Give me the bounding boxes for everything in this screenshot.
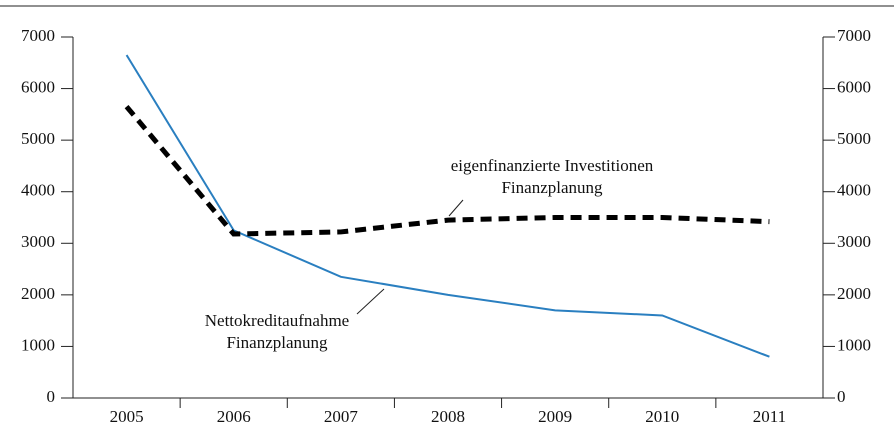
y2-tick-label: 1000 [837, 335, 871, 354]
y-tick-label: 6000 [21, 77, 55, 96]
x-tick-label: 2011 [753, 407, 786, 426]
y-tick-label: 4000 [21, 181, 55, 200]
annotation: eigenfinanzierte Investitionen [451, 156, 654, 175]
y2-tick-label: 4000 [837, 181, 871, 200]
y2-tick-label: 0 [837, 387, 846, 406]
y-tick-label: 0 [47, 387, 56, 406]
x-tick-label: 2005 [110, 407, 144, 426]
series-line [124, 105, 770, 237]
y2-tick-label: 2000 [837, 284, 871, 303]
y-tick-label: 1000 [21, 335, 55, 354]
x-tick-label: 2009 [538, 407, 572, 426]
y-tick-label: 2000 [21, 284, 55, 303]
x-tick-label: 2010 [645, 407, 679, 426]
leader-line [356, 288, 385, 315]
annotation: Finanzplanung [501, 178, 603, 197]
y2-tick-label: 6000 [837, 77, 871, 96]
x-tick-label: 2008 [431, 407, 465, 426]
y-tick-label: 3000 [21, 232, 55, 251]
x-tick-label: 2006 [217, 407, 251, 426]
y-tick-label: 7000 [21, 26, 55, 45]
annotation: Finanzplanung [226, 333, 328, 352]
y2-tick-label: 5000 [837, 129, 871, 148]
y2-tick-label: 7000 [837, 26, 871, 45]
x-tick-label: 2007 [324, 407, 359, 426]
leader-line [448, 199, 464, 217]
y-tick-label: 5000 [21, 129, 55, 148]
y2-tick-label: 3000 [837, 232, 871, 251]
annotation: Nettokreditaufnahme [205, 311, 349, 330]
